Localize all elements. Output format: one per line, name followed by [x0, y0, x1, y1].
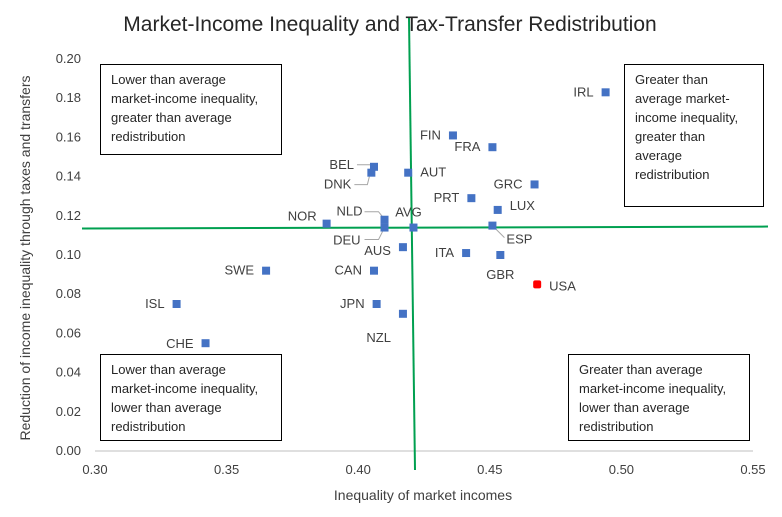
quadrant-note-bottom-right: Greater than average market-income inequ… [568, 354, 750, 441]
x-axis-title: Inequality of market incomes [334, 487, 512, 503]
x-tick-label: 0.50 [609, 462, 634, 477]
x-tick-label: 0.45 [477, 462, 502, 477]
point-label-nld: NLD [337, 204, 363, 219]
quadrant-note-top-left: Lower than average market-income inequal… [100, 64, 282, 155]
point-label-aut: AUT [420, 165, 446, 180]
data-point-esp [488, 221, 497, 230]
data-point-usa [533, 280, 542, 289]
leader-line-dnk [354, 176, 370, 186]
data-point-nzl [398, 309, 407, 318]
point-label-aus: AUS [364, 243, 391, 258]
quadrant-note-bottom-left: Lower than average market-income inequal… [100, 354, 282, 441]
data-point-irl [601, 88, 610, 97]
leader-line-deu [364, 231, 383, 241]
y-tick-label: 0.16 [56, 129, 81, 144]
point-label-isl: ISL [145, 296, 165, 311]
point-label-esp: ESP [506, 232, 532, 247]
data-point-ita [462, 249, 471, 258]
point-label-bel: BEL [329, 157, 354, 172]
data-point-grc [530, 180, 539, 189]
point-label-che: CHE [166, 336, 194, 351]
point-label-deu: DEU [333, 233, 360, 248]
average-redistribution-line [81, 225, 769, 230]
y-tick-label: 0.10 [56, 247, 81, 262]
point-label-swe: SWE [224, 263, 254, 278]
point-label-lux: LUX [510, 198, 536, 213]
chart-title: Market-Income Inequality and Tax-Transfe… [123, 13, 656, 36]
point-label-ita: ITA [435, 245, 455, 260]
point-label-irl: IRL [573, 84, 593, 99]
quadrant-note-top-right: Greater than average market-income inequ… [624, 64, 764, 207]
x-tick-label: 0.55 [740, 462, 765, 477]
data-point-nld [380, 215, 389, 224]
data-point-can [369, 266, 378, 275]
y-tick-labels: 0.00 0.02 0.04 0.06 0.08 0.10 0.12 0.14 0.16 0.18… [56, 51, 81, 458]
point-label-prt: PRT [434, 190, 460, 205]
leader-line-bel [356, 164, 373, 168]
data-point-swe [262, 266, 271, 275]
data-point-dnk [367, 168, 376, 177]
y-tick-label: 0.12 [56, 208, 81, 223]
point-label-fra: FRA [454, 139, 480, 154]
point-label-grc: GRC [494, 176, 523, 191]
point-label-nzl: NZL [366, 330, 391, 345]
point-label-avg: AVG [395, 205, 422, 220]
data-point-nor [322, 219, 331, 228]
data-point-deu [380, 223, 389, 232]
point-label-usa: USA [549, 278, 576, 293]
data-point-aut [404, 168, 413, 177]
x-tick-labels: 0.30 0.35 0.40 0.45 0.50 0.55 [82, 462, 765, 477]
data-point-che [201, 339, 210, 348]
data-point-aus [398, 243, 407, 252]
leader-lines [354, 164, 505, 241]
data-point-lux [493, 205, 502, 214]
data-point-isl [172, 300, 181, 308]
y-tick-label: 0.14 [56, 169, 81, 184]
point-label-can: CAN [335, 263, 362, 278]
point-label-nor: NOR [288, 209, 317, 224]
x-tick-label: 0.35 [214, 462, 239, 477]
data-points [172, 88, 610, 348]
data-point-prt [467, 194, 476, 203]
point-label-dnk: DNK [324, 177, 352, 192]
y-tick-label: 0.06 [56, 325, 81, 340]
data-point-gbr [496, 251, 505, 259]
point-label-fin: FIN [420, 127, 441, 142]
y-tick-label: 0.00 [56, 443, 81, 458]
data-point-fra [488, 143, 497, 152]
point-labels: IRL FIN FRA BEL DNK AUT GRC PRT LUX NOR NLD AVG DEU E… [145, 84, 594, 351]
y-axis-title: Reduction of income inequality through t… [17, 76, 33, 441]
average-reference-lines [81, 17, 769, 471]
data-point-avg [409, 223, 418, 232]
x-tick-label: 0.30 [82, 462, 107, 477]
y-tick-label: 0.02 [56, 404, 81, 419]
data-point-fin [448, 131, 457, 140]
point-label-jpn: JPN [340, 296, 365, 311]
y-tick-label: 0.18 [56, 90, 81, 105]
leader-line-nld [364, 211, 383, 218]
y-tick-label: 0.20 [56, 51, 81, 66]
data-point-bel [369, 162, 378, 171]
data-point-jpn [372, 300, 381, 308]
average-inequality-line [408, 17, 416, 471]
point-label-gbr: GBR [486, 267, 514, 282]
y-tick-label: 0.08 [56, 286, 81, 301]
x-tick-label: 0.40 [346, 462, 371, 477]
y-tick-label: 0.04 [56, 365, 81, 380]
